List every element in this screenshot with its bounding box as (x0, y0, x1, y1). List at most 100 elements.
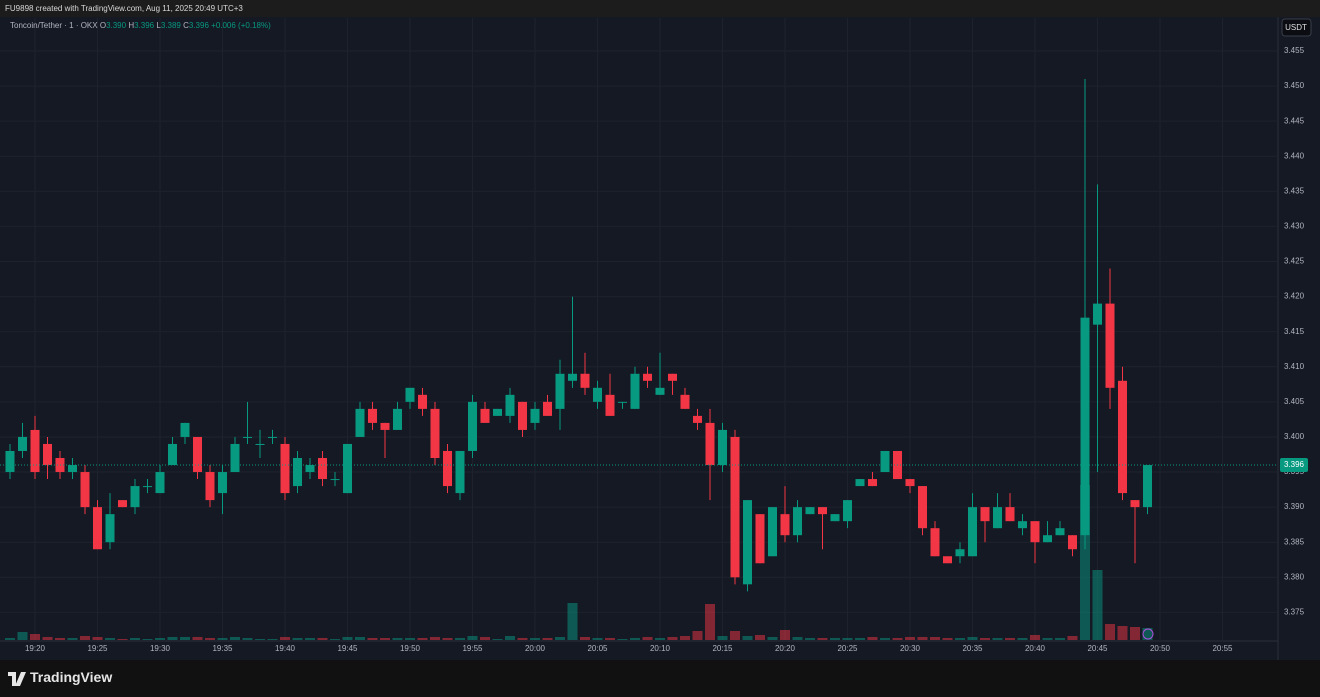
candle-body (743, 500, 752, 585)
c-label: C (183, 21, 189, 30)
candle-body (193, 436, 202, 473)
candle-body (1093, 303, 1102, 325)
volume-bar (705, 604, 715, 640)
volume-bar (130, 638, 140, 640)
candle-body (1105, 303, 1115, 388)
volume-bar (1055, 638, 1065, 640)
brand-name: TradingView (30, 669, 113, 685)
volume-bar (30, 634, 40, 640)
volume-bar (392, 638, 403, 640)
x-tick-label: 20:15 (712, 644, 733, 653)
x-tick-label: 19:35 (212, 644, 233, 653)
candle-body (1055, 528, 1065, 536)
volume-bar (805, 638, 815, 640)
volume-bar (67, 638, 78, 640)
label-layer: 3.3753.3803.3853.3903.3953.4003.4053.410… (25, 46, 1308, 653)
volume-bar (967, 637, 978, 640)
y-tick-label: 3.450 (1284, 81, 1305, 90)
candle-body (755, 514, 765, 564)
h-value: 3.396 (134, 21, 155, 30)
chart: 3.3753.3803.3853.3903.3953.4003.4053.410… (0, 17, 1320, 660)
candle-body (18, 436, 27, 451)
candle-body (1068, 535, 1077, 550)
volume-bar (592, 638, 603, 640)
volume-bar (517, 638, 528, 640)
candle-body (30, 429, 40, 473)
volume-bar (292, 638, 303, 640)
volume-bar (17, 632, 28, 640)
candle-body (730, 436, 740, 578)
candle-body (793, 507, 802, 536)
volume-bar (655, 638, 665, 640)
candle-body (655, 387, 665, 395)
candle-body (305, 465, 315, 473)
candle-body (1018, 521, 1027, 529)
candle-body (480, 408, 490, 423)
volume-bar (1117, 626, 1128, 640)
candle-body (268, 436, 277, 438)
candle-body (280, 443, 290, 494)
volume-bar (442, 638, 453, 640)
y-tick-label: 3.405 (1284, 397, 1305, 406)
volume-bar (480, 637, 490, 640)
volume-bar (55, 638, 65, 640)
candle-body (330, 479, 340, 481)
volume-bar (267, 639, 278, 640)
volume-bar (1130, 627, 1140, 640)
candle-body (805, 507, 815, 515)
y-tick-label: 3.385 (1284, 537, 1305, 546)
volume-bar (1092, 570, 1103, 640)
volume-bar (230, 637, 240, 640)
volume-bar (667, 637, 678, 640)
candle-body (718, 429, 727, 466)
candle-body (218, 472, 227, 494)
volume-bar (555, 637, 565, 640)
candle-body (118, 500, 127, 508)
candle-body (705, 422, 715, 466)
candle-layer (0, 79, 1278, 592)
volume-layer (5, 485, 1153, 640)
volume-bar (42, 637, 53, 640)
candle-body (230, 443, 240, 473)
volume-bar (892, 638, 903, 640)
currency-button[interactable] (1281, 18, 1312, 37)
candle-body (80, 472, 90, 508)
candle-body (568, 373, 577, 381)
volume-bar (117, 639, 128, 640)
volume-bar (280, 637, 290, 640)
candle-body (768, 507, 777, 557)
candle-body (355, 408, 365, 437)
candle-body (530, 408, 540, 423)
volume-bar (380, 638, 390, 640)
x-tick-label: 20:25 (837, 644, 858, 653)
c-value: 3.396 (189, 21, 210, 30)
candle-body (430, 408, 440, 458)
volume-bar (242, 638, 253, 640)
candle-body (1130, 500, 1140, 508)
volume-bar (417, 638, 428, 640)
x-tick-label: 19:40 (275, 644, 296, 653)
volume-bar (680, 636, 690, 640)
x-tick-label: 19:50 (400, 644, 421, 653)
x-tick-label: 20:55 (1212, 644, 1233, 653)
y-tick-label: 3.415 (1284, 327, 1305, 336)
candle-body (880, 450, 890, 473)
candle-body (343, 443, 352, 494)
volume-bar (617, 639, 628, 640)
volume-bar (1080, 485, 1090, 640)
volume-bar (955, 638, 965, 640)
y-tick-label: 3.440 (1284, 151, 1305, 160)
y-tick-label: 3.400 (1284, 432, 1305, 441)
candle-body (518, 401, 527, 430)
volume-bar (792, 637, 803, 640)
candle-body (93, 507, 102, 550)
volume-bar (317, 638, 328, 640)
y-tick-label: 3.445 (1284, 116, 1305, 125)
volume-bar (80, 636, 90, 640)
candle-body (393, 408, 402, 430)
candle-body (443, 450, 452, 487)
x-tick-label: 20:45 (1087, 644, 1108, 653)
volume-bar (880, 638, 890, 640)
candle-body (405, 387, 415, 402)
candle-body (168, 443, 177, 466)
